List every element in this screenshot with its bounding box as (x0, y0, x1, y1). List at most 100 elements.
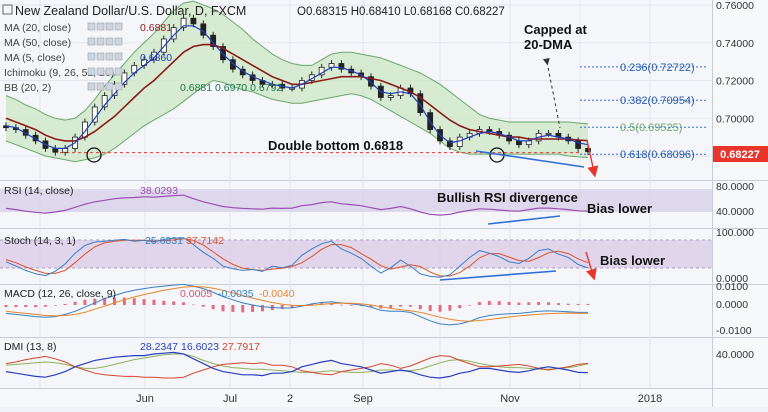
sma-20-line (5, 43, 589, 142)
macd-histogram-bar (428, 305, 432, 312)
bollinger-lower-line (5, 79, 589, 163)
stoch-band (0, 240, 712, 268)
price-down-arrow (586, 139, 599, 178)
indicator-control-icon (114, 67, 123, 76)
fib-level-label: 0.382(0.70954) (620, 95, 695, 107)
indicator-control-icon (105, 22, 114, 31)
rsi-label: RSI (14, close) (4, 185, 73, 197)
indicator-tick-label: 100.000 (716, 227, 754, 239)
rsi-line (5, 194, 589, 216)
macd-histogram-bar (152, 299, 156, 305)
macd-histogram-bar (63, 303, 67, 305)
indicator-control-icon (114, 52, 123, 61)
macd-histogram-bar (477, 302, 481, 305)
macd-histogram-bar (251, 305, 255, 312)
candle-body (52, 148, 59, 153)
candle-body (545, 132, 552, 135)
candle-body (446, 140, 453, 147)
stoch-bias-lower-annotation: Bias lower (600, 253, 665, 268)
macd-histogram-bar (586, 303, 590, 305)
indicator-control-icon (114, 22, 123, 31)
macd-value-1: 0.0005 (180, 288, 212, 300)
indicator-value: 0.6881 0.6970 0.6792 (180, 82, 282, 94)
price-tick-label: 0.70000 (716, 113, 754, 125)
macd-histogram-bar (260, 305, 264, 312)
price-lower-low-trendline (475, 150, 585, 168)
sma-5-line (5, 25, 589, 149)
indicator-control-icon (114, 82, 123, 91)
macd-histogram-bar (487, 301, 491, 305)
macd-histogram-bar (280, 305, 284, 309)
indicator-control-icon (87, 22, 96, 31)
candle-body (62, 148, 69, 153)
indicator-label: MA (50, close) (4, 37, 71, 49)
macd-histogram-bar (172, 301, 176, 305)
collapse-icon[interactable] (2, 4, 13, 15)
time-tick-label: 2 (287, 393, 293, 405)
ohlc-values: O0.68315 H0.68410 L0.68168 C0.68227 (297, 6, 505, 18)
dmi-pane[interactable] (0, 338, 712, 388)
macd-histogram-bar (83, 299, 87, 305)
macd-pane[interactable] (0, 285, 712, 337)
capped-pointer-arrow (542, 57, 561, 129)
macd-histogram-bar (73, 301, 77, 305)
symbol-title: New Zealand Dollar/U.S. Dollar, D, FXCM (15, 4, 246, 18)
stoch-k-line (5, 237, 589, 278)
macd-histogram-bar (408, 305, 412, 307)
macd-histogram-bar (14, 305, 18, 308)
dmi-label: DMI (13, 8) (4, 341, 57, 353)
indicator-control-icon (105, 37, 114, 46)
indicator-control-icon (114, 37, 123, 46)
stoch-divergence-trendline (439, 270, 557, 281)
macd-histogram-bar (191, 304, 195, 306)
double-bottom-annotation: Double bottom 0.6818 (268, 138, 403, 153)
price-axis-panel[interactable] (712, 0, 768, 407)
indicator-label: MA (20, close) (4, 22, 71, 34)
macd-histogram-bar (241, 305, 245, 313)
rsi-divergence-trendline (487, 215, 561, 225)
time-tick-label: 2018 (638, 393, 662, 405)
macd-histogram-bar (182, 302, 186, 305)
candle-body (151, 51, 157, 61)
macd-histogram-bar (4, 305, 8, 308)
dmi-value-1: 28.2347 (140, 341, 178, 353)
price-tick-label: 0.74000 (716, 38, 754, 50)
bollinger-band-fill (6, 1, 588, 162)
indicator-legend: MA (20, close) 0.6881 MA (50, close) MA (5,… (4, 22, 282, 94)
indicator-tick-label: 40.0000 (716, 349, 754, 361)
indicator-control-icon (96, 52, 105, 61)
macd-label: MACD (12, 26, close, 9) (4, 288, 116, 300)
indicator-control-icon (87, 82, 96, 91)
macd-histogram-bar (566, 303, 570, 305)
macd-histogram-bar (399, 305, 403, 307)
macd-histogram-bar (231, 305, 235, 312)
candle-body (180, 17, 187, 29)
indicator-control-icon (87, 37, 96, 46)
macd-histogram-bar (162, 300, 166, 305)
macd-histogram-bar (142, 299, 146, 305)
double-bottom-circle-left (86, 147, 102, 163)
stoch-label: Stoch (14, 3, 1) (4, 235, 76, 247)
fib-level-label: 0.236(0.72722) (620, 62, 695, 74)
indicator-label: Ichimoku (9, 26, 52, 26) (4, 67, 114, 79)
indicator-control-icon (96, 37, 105, 46)
macd-line (5, 283, 588, 326)
rsi-value: 38.0293 (140, 185, 178, 197)
macd-signal-line (5, 285, 588, 322)
indicator-tick-label: 0.0000 (716, 299, 748, 311)
indicator-tick-label: 40.0000 (716, 206, 754, 218)
macd-histogram-bar (507, 301, 511, 305)
last-price-value: 0.68227 (720, 149, 760, 161)
indicator-value: 0.6881 (140, 22, 172, 34)
macd-histogram-bar (389, 305, 393, 308)
candle-body (338, 63, 345, 70)
macd-histogram-bar (339, 304, 343, 306)
macd-histogram-bar (113, 297, 117, 305)
indicator-tick-label: 0.0100 (716, 281, 748, 293)
dmi-plus-line (5, 351, 589, 379)
macd-histogram-bar (93, 298, 97, 305)
capped-annotation-line2: 20-DMA (524, 37, 573, 52)
dmi-value-3: 27.7917 (222, 341, 260, 353)
time-axis-panel[interactable] (0, 388, 712, 407)
indicator-tick-label: -0.0100 (716, 325, 752, 337)
